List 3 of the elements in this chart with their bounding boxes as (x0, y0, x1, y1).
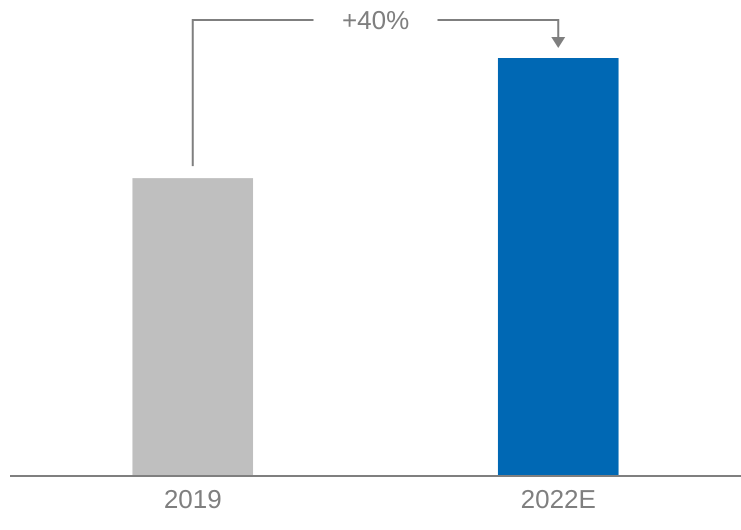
text: +40% (342, 5, 410, 35)
x-tick-label: 2022E (520, 484, 596, 514)
x-tick-label: 2019 (164, 484, 222, 514)
